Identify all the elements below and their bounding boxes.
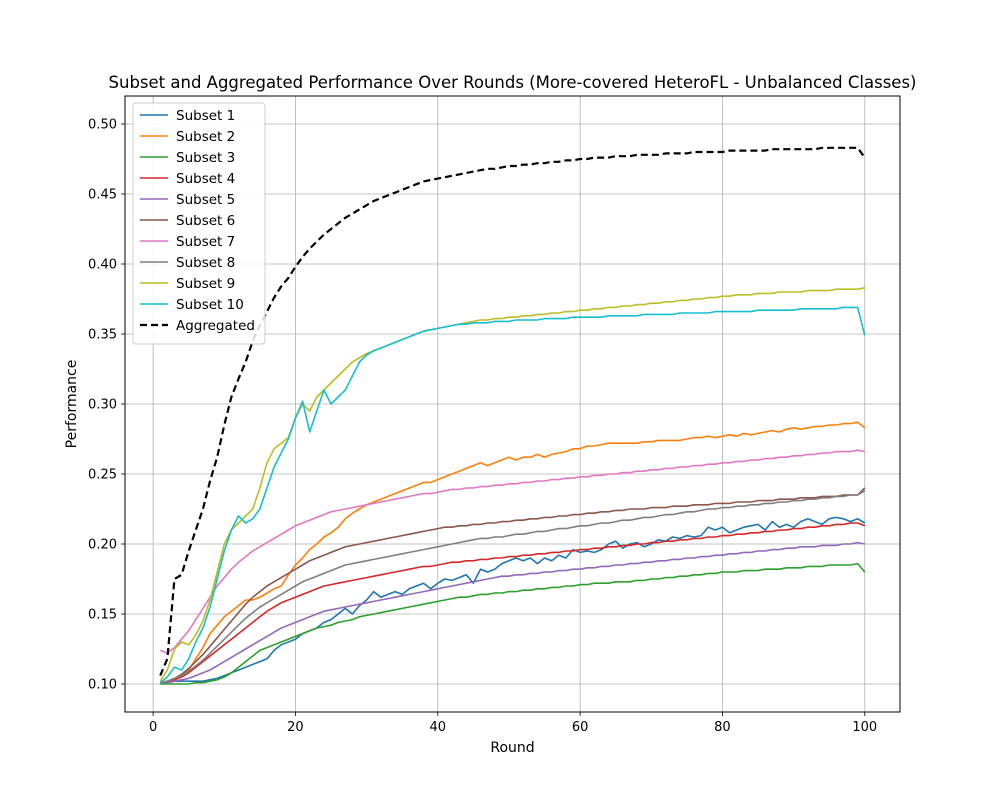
- legend-label: Subset 9: [176, 276, 235, 292]
- x-tick-label: 0: [149, 720, 157, 735]
- legend: Subset 1 Subset 2 Subset 3 Subset 4 Subset 5…: [132, 102, 266, 345]
- legend-label: Subset 1: [176, 108, 235, 124]
- x-tick-label: 80: [714, 720, 731, 735]
- legend-label: Subset 5: [176, 192, 235, 208]
- series-line-subset-3: [160, 562, 866, 685]
- chart-title: Subset and Aggregated Performance Over R…: [109, 73, 917, 92]
- series-line-subset-5: [160, 541, 865, 684]
- legend-label: Aggregated: [176, 318, 255, 334]
- y-tick-label: 0.25: [88, 468, 117, 483]
- series-line-subset-9: [159, 287, 865, 682]
- x-tick-label: 60: [572, 720, 589, 735]
- series-line-subset-1: [160, 516, 866, 684]
- legend-label: Subset 3: [176, 150, 235, 166]
- series-line-subset-10: [159, 306, 866, 684]
- y-tick-label: 0.10: [88, 678, 117, 693]
- legend-label: Subset 7: [176, 234, 235, 250]
- legend-label: Subset 6: [176, 213, 235, 229]
- y-axis-title: Performance: [64, 360, 80, 449]
- y-tick-label: 0.40: [88, 258, 117, 273]
- series-line-aggregated: [159, 146, 866, 677]
- x-tick-label: 40: [430, 720, 447, 735]
- series-line-subset-8: [160, 490, 866, 684]
- series-lines: [159, 146, 866, 685]
- series-line-subset-6: [160, 487, 866, 684]
- x-tick-label: 20: [287, 720, 304, 735]
- grid-lines: [125, 96, 900, 712]
- y-tick-label: 0.45: [88, 188, 117, 203]
- series-line-subset-7: [159, 449, 865, 655]
- legend-label: Subset 2: [176, 129, 235, 145]
- series-line-subset-2: [160, 421, 866, 684]
- x-tick-label: 100: [852, 720, 877, 735]
- axis-ticks: 0 20 40 60 80 100 0.10 0.15 0.20 0.25 0.30 0.35 0.40…: [88, 118, 877, 736]
- x-axis-title: Round: [490, 740, 534, 756]
- y-tick-label: 0.15: [88, 608, 117, 623]
- legend-label: Subset 8: [176, 255, 235, 271]
- y-tick-label: 0.50: [88, 118, 117, 133]
- legend-label: Subset 10: [176, 297, 244, 313]
- series-line-subset-4: [160, 522, 866, 684]
- y-tick-label: 0.20: [88, 538, 117, 553]
- legend-label: Subset 4: [176, 171, 235, 187]
- y-tick-label: 0.35: [88, 328, 117, 343]
- y-tick-label: 0.30: [88, 398, 117, 413]
